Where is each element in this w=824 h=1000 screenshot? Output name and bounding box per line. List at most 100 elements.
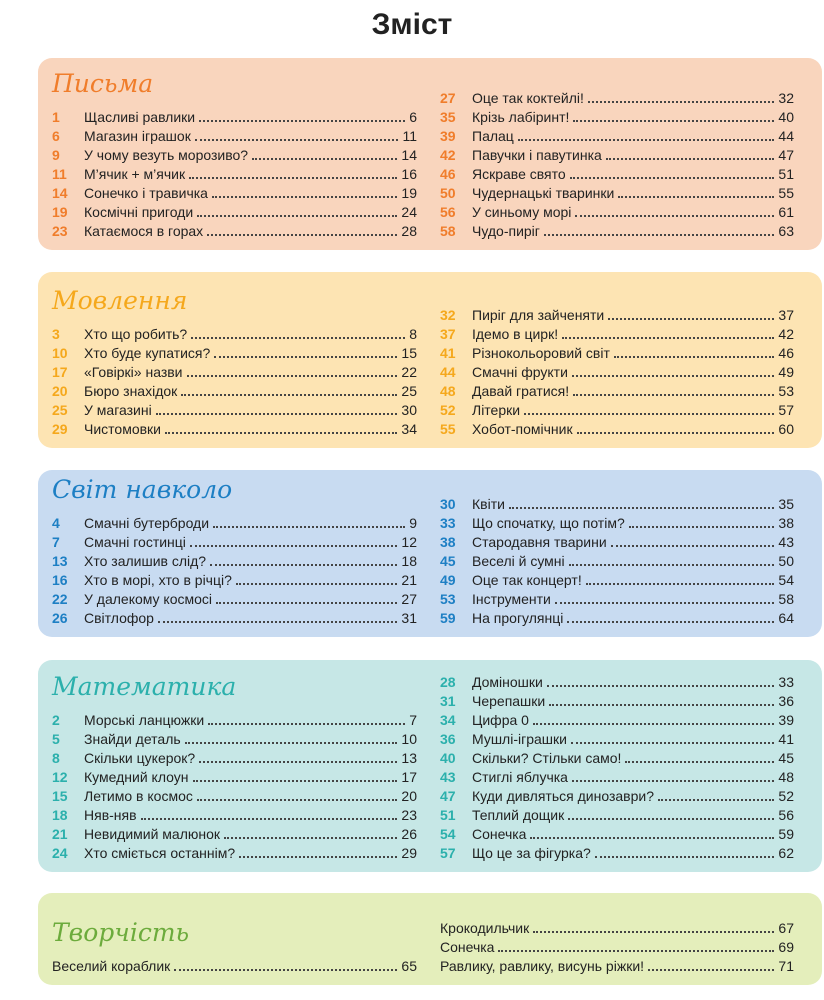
toc-entry: 32 Пиріг для зайченяти 37 [440, 305, 794, 324]
entry-number: 37 [440, 326, 456, 342]
leader-dots [517, 139, 775, 141]
entry-number: 6 [52, 128, 60, 144]
entry-number: 55 [440, 421, 456, 437]
entry-page: 6 [409, 109, 417, 125]
leader-dots [524, 413, 775, 415]
entry-page: 20 [401, 788, 417, 804]
toc-entry: 33 Що спочатку, що потім? 38 [440, 513, 794, 532]
leader-dots [165, 432, 398, 434]
entry-title: М’ячик + м’ячик [84, 166, 186, 182]
entry-number: 44 [440, 364, 456, 380]
entry-title: Сонечко і травичка [84, 185, 208, 201]
entry-page: 58 [778, 591, 794, 607]
entry-title: Черепашки [472, 693, 546, 709]
leader-dots [658, 799, 775, 801]
entry-page: 28 [401, 223, 417, 239]
entry-title: Знайди деталь [84, 731, 181, 747]
entry-page: 46 [778, 345, 794, 361]
entry-number: 15 [52, 788, 68, 804]
leader-dots [571, 375, 775, 377]
entry-title: Літерки [472, 402, 521, 418]
entry-page: 53 [778, 383, 794, 399]
leader-dots [192, 780, 398, 782]
entry-page: 54 [778, 572, 794, 588]
entry-number: 4 [52, 515, 60, 531]
leader-dots [208, 723, 406, 725]
toc-entry: 31 Черепашки 36 [440, 691, 794, 710]
leader-dots [140, 818, 398, 820]
entry-page: 48 [778, 769, 794, 785]
leader-dots [181, 394, 398, 396]
entry-page: 24 [401, 204, 417, 220]
leader-dots [568, 564, 775, 566]
entry-title: Сонечка [472, 826, 527, 842]
entry-title: Смачні бутерброди [84, 515, 210, 531]
toc-entry: 17 «Говіркі» назви 22 [52, 362, 417, 381]
leader-dots [573, 120, 775, 122]
leader-dots [252, 158, 398, 160]
leader-dots [569, 177, 775, 179]
entry-page: 30 [401, 402, 417, 418]
toc-entry: 10 Хто буде купатися? 15 [52, 343, 417, 362]
entry-number: 46 [440, 166, 456, 182]
entry-page: 26 [401, 826, 417, 842]
toc-entry: 21 Невидимий малюнок 26 [52, 824, 417, 843]
toc-entry: Крокодильчик 67 [440, 918, 794, 937]
toc-entry: 2 Морські ланцюжки 7 [52, 710, 417, 729]
section-title: Письма [52, 69, 154, 98]
toc-entry: 53 Інструменти 58 [440, 589, 794, 608]
leader-dots [571, 780, 775, 782]
entry-title: Веселий кораблик [52, 958, 171, 974]
entry-title: Крокодильчик [440, 920, 530, 936]
toc-entry: 11 М’ячик + м’ячик 16 [52, 164, 417, 183]
entry-number: 52 [440, 402, 456, 418]
entry-title: Равлику, равлику, висунь ріжки! [440, 958, 645, 974]
entry-number: 27 [440, 90, 456, 106]
entry-page: 10 [401, 731, 417, 747]
toc-entry: 51 Теплий дощик 56 [440, 805, 794, 824]
leader-dots [498, 950, 775, 952]
entry-number: 57 [440, 845, 456, 861]
entry-title: Смачні фрукти [472, 364, 568, 380]
toc-entry: 45 Веселі й сумні 50 [440, 551, 794, 570]
entry-title: Невидимий малюнок [84, 826, 221, 842]
entry-title: Яскраве свято [472, 166, 566, 182]
toc-entry: 22 У далекому космосі 27 [52, 589, 417, 608]
entry-page: 35 [778, 496, 794, 512]
leader-dots [157, 621, 398, 623]
entry-page: 7 [409, 712, 417, 728]
entry-title: Куди дивляться динозаври? [472, 788, 654, 804]
entry-title: Скільки цукерок? [84, 750, 196, 766]
leader-dots [532, 723, 775, 725]
entry-title: На прогулянці [472, 610, 564, 626]
entry-title: Теплий дощик [472, 807, 565, 823]
entry-page: 41 [778, 731, 794, 747]
entry-title: Хобот-помічник [472, 421, 573, 437]
entry-number: 22 [52, 591, 68, 607]
entry-title: Інструменти [472, 591, 551, 607]
entry-title: Світлофор [84, 610, 154, 626]
entry-title: Веселі й сумні [472, 553, 565, 569]
entry-title: Хто сміється останнім? [84, 845, 236, 861]
entry-title: У магазині [84, 402, 152, 418]
entry-number: 3 [52, 326, 60, 342]
entry-number: 20 [52, 383, 68, 399]
entry-page: 71 [778, 958, 794, 974]
toc-entry: 12 Кумедний клоун 17 [52, 767, 417, 786]
leader-dots [191, 337, 406, 339]
entry-number: 32 [440, 307, 456, 323]
entry-title: Сонечка [440, 939, 495, 955]
entry-title: «Говіркі» назви [84, 364, 183, 380]
entry-page: 14 [401, 147, 417, 163]
toc-entry: 41 Різнокольоровий світ 46 [440, 343, 794, 362]
toc-entry: 49 Оце так концерт! 54 [440, 570, 794, 589]
entry-page: 23 [401, 807, 417, 823]
section-box: Мовлення 3 Хто що робить? 8 10 Хто буде купат… [38, 272, 822, 448]
toc-entry: 6 Магазин іграшок 11 [52, 126, 417, 145]
entry-title: Кумедний клоун [84, 769, 189, 785]
entry-title: Хто в морі, хто в річці? [84, 572, 232, 588]
entry-page: 61 [778, 204, 794, 220]
entry-title: Палац [472, 128, 514, 144]
entry-number: 38 [440, 534, 456, 550]
entry-title: Чудо-пиріг [472, 223, 540, 239]
